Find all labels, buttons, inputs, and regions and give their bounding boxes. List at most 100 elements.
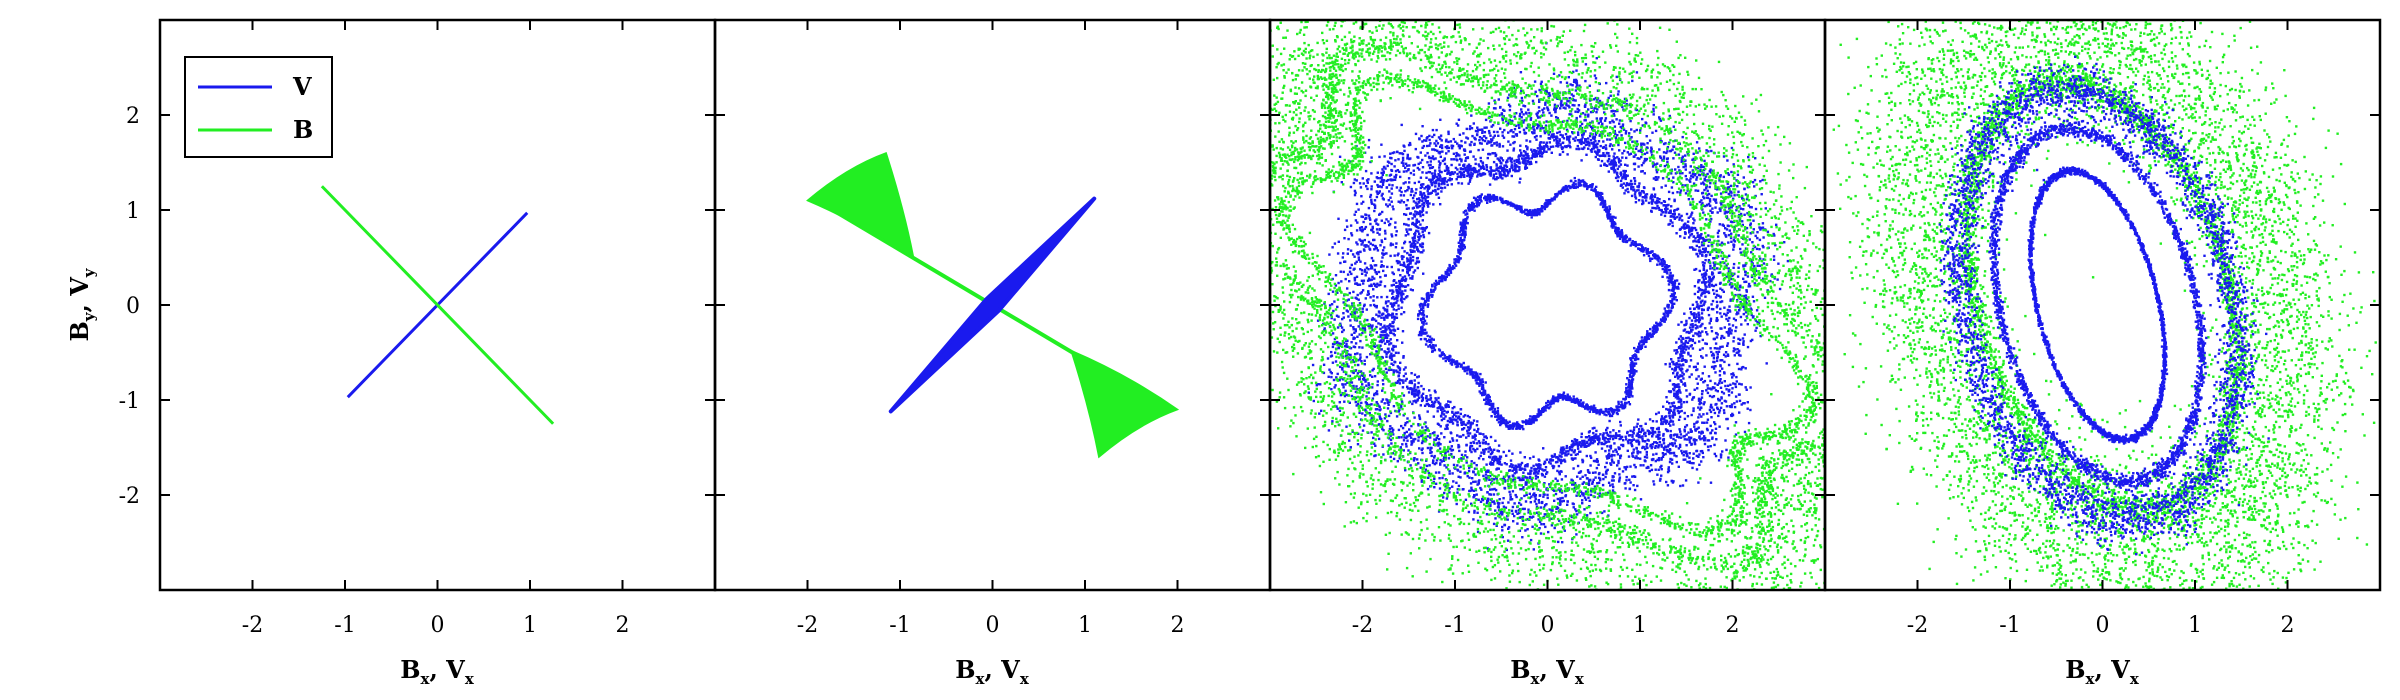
- data-point: [1471, 172, 1474, 176]
- data-point: [1476, 511, 1479, 514]
- data-point: [1479, 199, 1482, 202]
- data-point: [1672, 287, 1676, 290]
- data-point: [1615, 172, 1619, 176]
- data-point: [1410, 372, 1413, 375]
- data-point: [1431, 461, 1435, 465]
- data-point: [1633, 426, 1636, 429]
- data-point: [1434, 287, 1437, 290]
- data-point: [1633, 193, 1637, 196]
- data-point: [1513, 159, 1516, 162]
- data-point: [1682, 346, 1686, 350]
- data-point: [1641, 170, 1644, 173]
- data-point: [1660, 258, 1663, 262]
- data-point: [1458, 245, 1461, 248]
- data-point: [1630, 187, 1633, 191]
- data-point: [1518, 168, 1521, 171]
- data-point: [1612, 165, 1616, 169]
- data-point: [1402, 374, 1406, 378]
- data-point: [1607, 158, 1611, 161]
- data-point: [1486, 201, 1489, 204]
- data-point: [1595, 185, 1598, 189]
- data-point: [1586, 187, 1589, 191]
- data-point: [1446, 183, 1449, 187]
- data-point: [1465, 212, 1469, 215]
- data-point: [1646, 330, 1649, 333]
- data-point: [1684, 232, 1687, 236]
- data-point: [1456, 260, 1459, 263]
- data-point: [1669, 390, 1672, 394]
- data-point: [1703, 272, 1706, 276]
- data-point: [1629, 375, 1632, 378]
- data-point: [1663, 261, 1666, 264]
- data-point: [1399, 175, 1402, 179]
- data-point: [1388, 328, 1392, 331]
- data-point: [1576, 398, 1580, 402]
- data-point: [1539, 141, 1543, 144]
- data-point: [1474, 198, 1477, 202]
- data-point: [1375, 325, 1378, 329]
- data-point: [1716, 211, 1719, 214]
- data-point: [1608, 215, 1611, 219]
- data-point: [1391, 292, 1394, 295]
- data-point: [1444, 145, 1447, 149]
- data-point: [1413, 250, 1416, 253]
- data-point: [1587, 113, 1590, 116]
- data-point: [1492, 160, 1496, 164]
- data-point: [1566, 153, 1569, 156]
- data-point: [1683, 231, 1687, 234]
- data-point: [1364, 380, 1367, 383]
- data-point: [1631, 433, 1634, 437]
- data-point: [1508, 108, 1512, 112]
- data-point: [1422, 202, 1425, 205]
- data-point: [1402, 394, 1406, 397]
- data-point: [1605, 210, 1608, 213]
- data-point: [1758, 276, 1761, 279]
- data-point: [1684, 384, 1687, 387]
- data-point: [1414, 231, 1417, 235]
- data-point: [1640, 436, 1643, 439]
- data-point: [1582, 405, 1586, 409]
- data-point: [1695, 240, 1698, 243]
- data-point: [1438, 163, 1441, 167]
- data-point: [1476, 382, 1479, 385]
- data-point: [1492, 194, 1495, 197]
- data-point: [1662, 434, 1665, 437]
- data-point: [1704, 277, 1707, 280]
- data-point: [1385, 203, 1388, 206]
- data-point: [1459, 365, 1463, 368]
- data-point: [1633, 463, 1636, 467]
- data-point: [1616, 226, 1620, 230]
- data-point: [1690, 319, 1694, 322]
- data-point: [1712, 275, 1715, 278]
- data-point: [1602, 154, 1605, 157]
- data-point: [1419, 204, 1422, 208]
- data-point: [1510, 509, 1514, 512]
- data-point: [1680, 320, 1683, 324]
- data-point: [1472, 196, 1476, 199]
- data-point: [1429, 394, 1432, 397]
- data-point: [1671, 224, 1674, 228]
- data-point: [1658, 148, 1661, 151]
- data-point: [1382, 265, 1385, 268]
- data-point: [1417, 333, 1421, 337]
- data-point: [1675, 341, 1678, 344]
- data-point: [1393, 318, 1396, 321]
- data-point: [1433, 486, 1436, 489]
- data-point: [1418, 309, 1421, 313]
- data-point: [1420, 227, 1423, 230]
- data-point: [1449, 179, 1452, 182]
- data-point: [1660, 421, 1663, 424]
- data-point: [1379, 265, 1383, 268]
- data-point: [1396, 285, 1400, 288]
- data-point: [1589, 454, 1592, 458]
- data-point: [1316, 319, 1320, 322]
- data-point: [1611, 437, 1615, 441]
- data-point: [1572, 398, 1575, 401]
- data-point: [1539, 413, 1543, 416]
- data-point: [1650, 209, 1653, 213]
- data-point: [1565, 454, 1568, 457]
- data-point: [1657, 430, 1660, 434]
- data-point: [1395, 285, 1398, 288]
- data-point: [1421, 398, 1424, 401]
- data-point: [1386, 347, 1390, 351]
